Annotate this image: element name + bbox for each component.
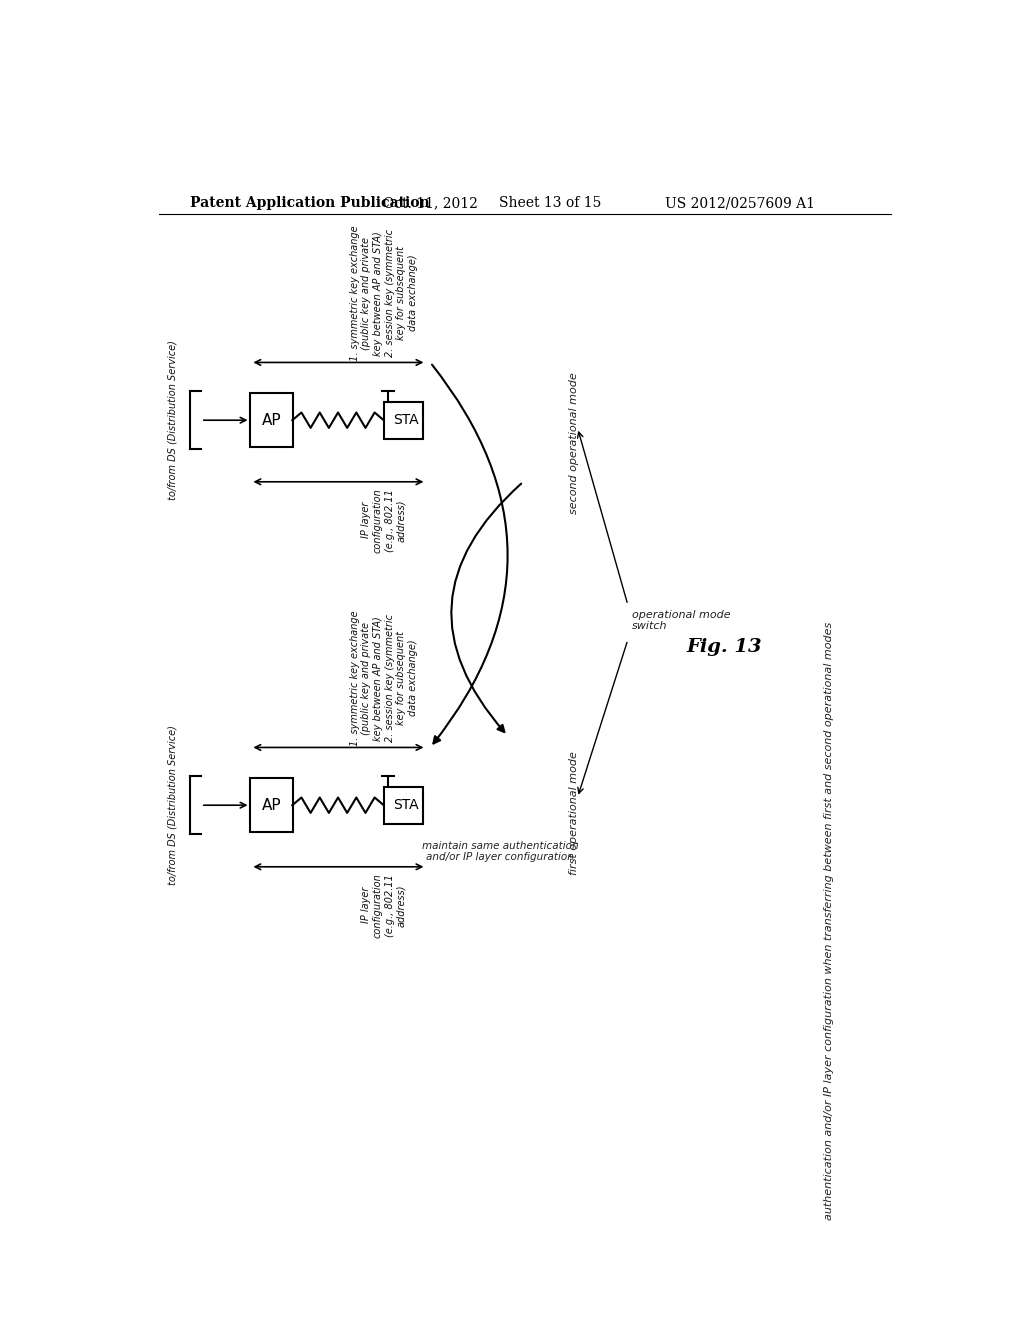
FancyBboxPatch shape bbox=[251, 779, 293, 832]
FancyBboxPatch shape bbox=[384, 787, 423, 824]
Text: IP layer
configuration
(e.g., 802.11
address): IP layer configuration (e.g., 802.11 add… bbox=[361, 488, 407, 553]
FancyBboxPatch shape bbox=[251, 393, 293, 447]
Text: authentication and/or IP layer configuration when transferring between first and: authentication and/or IP layer configura… bbox=[824, 622, 835, 1220]
Text: operational mode
switch: operational mode switch bbox=[632, 610, 730, 631]
Text: STA: STA bbox=[392, 799, 418, 812]
Text: to/from DS (Distribution Service): to/from DS (Distribution Service) bbox=[168, 725, 178, 886]
FancyBboxPatch shape bbox=[384, 401, 423, 438]
Text: STA: STA bbox=[392, 413, 418, 428]
Text: AP: AP bbox=[261, 797, 282, 813]
Text: US 2012/0257609 A1: US 2012/0257609 A1 bbox=[666, 197, 815, 210]
Text: 1. symmetric key exchange
(public key and private
key between AP and STA)
2. ses: 1. symmetric key exchange (public key an… bbox=[350, 610, 418, 746]
Text: first operational mode: first operational mode bbox=[568, 751, 579, 875]
FancyArrowPatch shape bbox=[452, 483, 521, 733]
Text: 1. symmetric key exchange
(public key and private
key between AP and STA)
2. ses: 1. symmetric key exchange (public key an… bbox=[350, 226, 418, 360]
Text: Oct. 11, 2012: Oct. 11, 2012 bbox=[383, 197, 477, 210]
Text: to/from DS (Distribution Service): to/from DS (Distribution Service) bbox=[168, 341, 178, 500]
Text: maintain same authentication
and/or IP layer configuration: maintain same authentication and/or IP l… bbox=[422, 841, 579, 862]
FancyArrowPatch shape bbox=[432, 364, 508, 743]
Text: Sheet 13 of 15: Sheet 13 of 15 bbox=[499, 197, 601, 210]
Text: IP layer
configuration
(e.g., 802.11
address): IP layer configuration (e.g., 802.11 add… bbox=[361, 873, 407, 937]
Text: second operational mode: second operational mode bbox=[568, 372, 579, 515]
Text: Fig. 13: Fig. 13 bbox=[687, 639, 763, 656]
Text: Patent Application Publication: Patent Application Publication bbox=[190, 197, 430, 210]
Text: AP: AP bbox=[261, 413, 282, 428]
